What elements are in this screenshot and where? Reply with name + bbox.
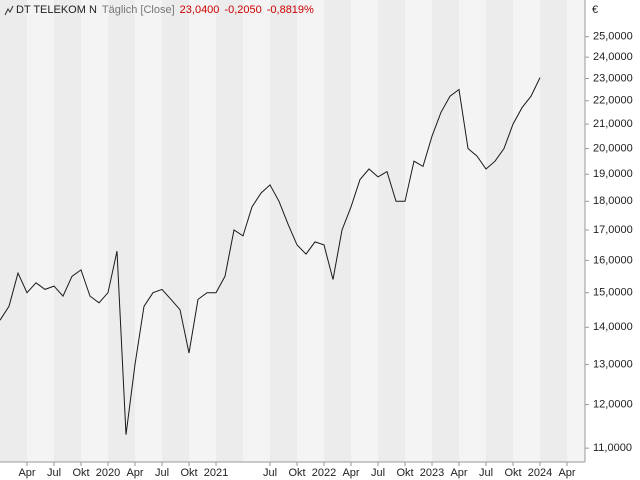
- x-tick-label: Jul: [47, 467, 61, 479]
- x-tick-label: 2024: [528, 467, 552, 479]
- y-tick-label: 25,0000: [593, 31, 633, 43]
- x-tick-label: Apr: [126, 467, 143, 479]
- y-tick-label: 20,0000: [593, 142, 633, 154]
- y-tick-label: 24,0000: [593, 51, 633, 63]
- band: [540, 0, 567, 462]
- x-tick-label: Apr: [450, 467, 467, 479]
- band: [216, 0, 243, 462]
- y-tick-label: 19,0000: [593, 168, 633, 180]
- band: [162, 0, 189, 462]
- subtitle: Täglich [Close]: [102, 4, 175, 16]
- y-tick-label: 12,0000: [593, 398, 633, 410]
- band: [108, 0, 135, 462]
- x-tick-label: Okt: [504, 467, 521, 479]
- band: [135, 0, 162, 462]
- y-tick-label: 17,0000: [593, 224, 633, 236]
- band: [243, 0, 270, 462]
- x-tick-label: 2023: [420, 467, 444, 479]
- y-tick-label: 18,0000: [593, 195, 633, 207]
- y-tick-label: 21,0000: [593, 118, 633, 130]
- price-line: [0, 77, 541, 435]
- band: [81, 0, 108, 462]
- x-tick-label: Okt: [180, 467, 197, 479]
- band: [486, 0, 513, 462]
- x-tick-label: Jul: [263, 467, 277, 479]
- y-tick-label: 22,0000: [593, 95, 633, 107]
- x-tick-label: Okt: [72, 467, 89, 479]
- band: [324, 0, 351, 462]
- band: [27, 0, 54, 462]
- x-tick-label: Apr: [18, 467, 35, 479]
- band: [432, 0, 459, 462]
- y-tick-label: 11,0000: [593, 442, 632, 454]
- x-tick-label: 2021: [204, 467, 228, 479]
- x-tick-label: Jul: [155, 467, 169, 479]
- chart-title: DT TELEKOM N Täglich [Close] 23,0400 -0,205…: [16, 4, 314, 16]
- x-tick-label: 2022: [312, 467, 336, 479]
- y-tick-label: 13,0000: [593, 358, 633, 370]
- band: [351, 0, 378, 462]
- y-tick-label: 15,0000: [593, 287, 633, 299]
- x-tick-label: Jul: [371, 467, 385, 479]
- y-tick-label: 14,0000: [593, 321, 633, 333]
- x-tick-label: Apr: [342, 467, 359, 479]
- y-tick-label: 23,0000: [593, 72, 633, 84]
- y-unit: €: [592, 4, 598, 16]
- x-tick-label: 2020: [96, 467, 120, 479]
- change: -0,2050: [224, 4, 261, 16]
- band: [378, 0, 405, 462]
- x-tick-label: Okt: [288, 467, 305, 479]
- background-bands: [0, 0, 585, 462]
- chart-icon: [4, 5, 14, 16]
- title: DT TELEKOM N: [16, 4, 97, 16]
- band: [459, 0, 486, 462]
- band: [297, 0, 324, 462]
- last-price: 23,0400: [180, 4, 220, 16]
- band: [189, 0, 216, 462]
- x-tick-label: Jul: [479, 467, 493, 479]
- band: [0, 0, 27, 462]
- band: [54, 0, 81, 462]
- x-tick-label: Okt: [396, 467, 413, 479]
- band: [513, 0, 540, 462]
- band: [405, 0, 432, 462]
- band: [270, 0, 297, 462]
- band: [567, 0, 585, 462]
- x-tick-label: Apr: [558, 467, 575, 479]
- y-tick-label: 16,0000: [593, 254, 633, 266]
- change-pct: -0,8819%: [267, 4, 314, 16]
